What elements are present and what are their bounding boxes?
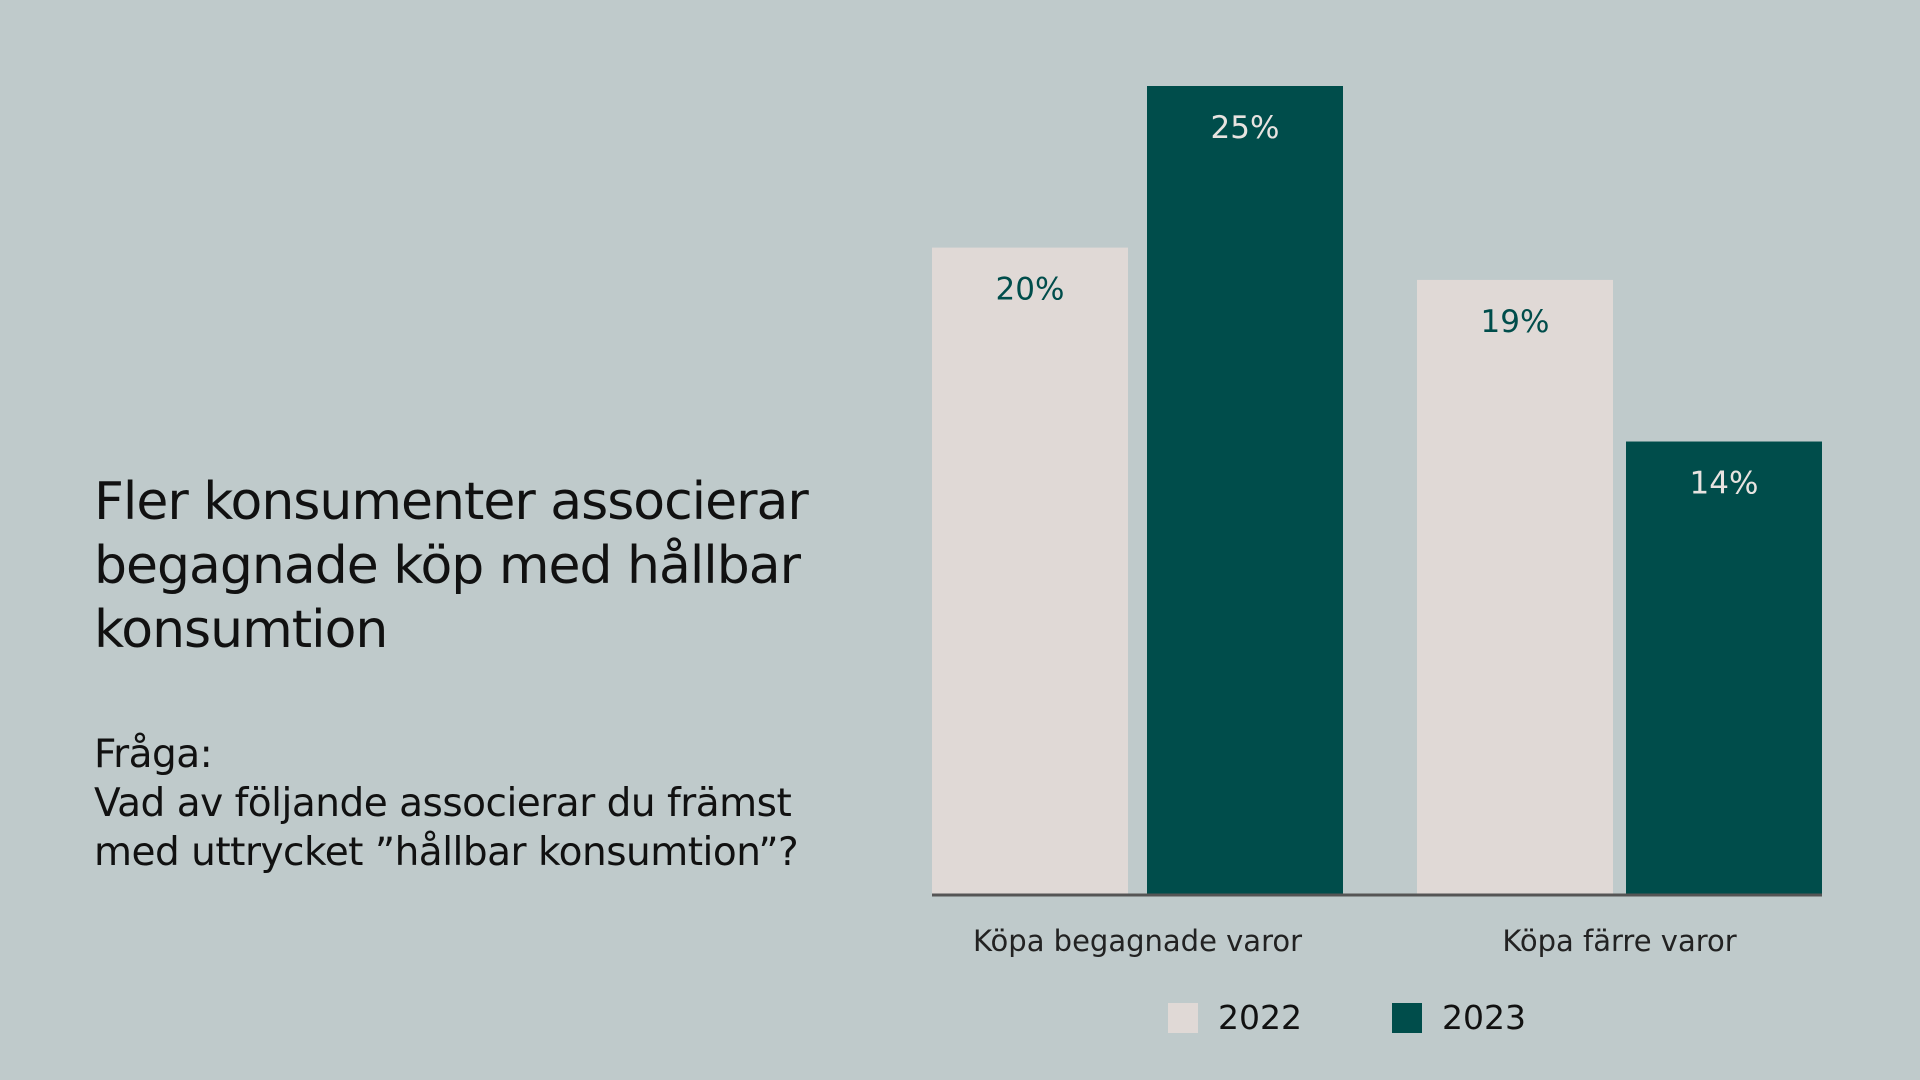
bar-value-label: 14% xyxy=(1690,466,1759,502)
bar-value-label: 25% xyxy=(1211,110,1280,146)
bar-2022-1 xyxy=(932,247,1128,895)
question-label: Fråga: xyxy=(94,732,213,777)
bar-2023-1 xyxy=(1147,86,1343,894)
chart-legend: 2022 2023 xyxy=(1168,998,1616,1037)
chart-title: Fler konsumenter associerar begagnade kö… xyxy=(94,472,809,660)
bar-2023-2 xyxy=(1626,441,1822,894)
survey-question: Fråga: Vad av följande associerar du frä… xyxy=(94,730,914,877)
legend-item-2022: 2022 xyxy=(1168,998,1302,1037)
legend-swatch-2023 xyxy=(1391,1002,1422,1033)
bar-2022-2 xyxy=(1417,279,1613,894)
legend-label-2023: 2023 xyxy=(1441,998,1526,1037)
legend-item-2023: 2023 xyxy=(1391,998,1526,1037)
bar-value-label: 19% xyxy=(1481,304,1550,340)
category-label: Köpa begagnade varor xyxy=(973,924,1302,958)
question-text-line-2: med uttrycket ”hållbar konsumtion”? xyxy=(94,830,799,875)
legend-swatch-2022 xyxy=(1168,1002,1198,1033)
bar-value-label: 20% xyxy=(996,272,1065,308)
category-label: Köpa färre varor xyxy=(1502,924,1736,958)
question-text-line-1: Vad av följande associerar du främst xyxy=(94,781,792,826)
legend-label-2022: 2022 xyxy=(1218,998,1302,1037)
